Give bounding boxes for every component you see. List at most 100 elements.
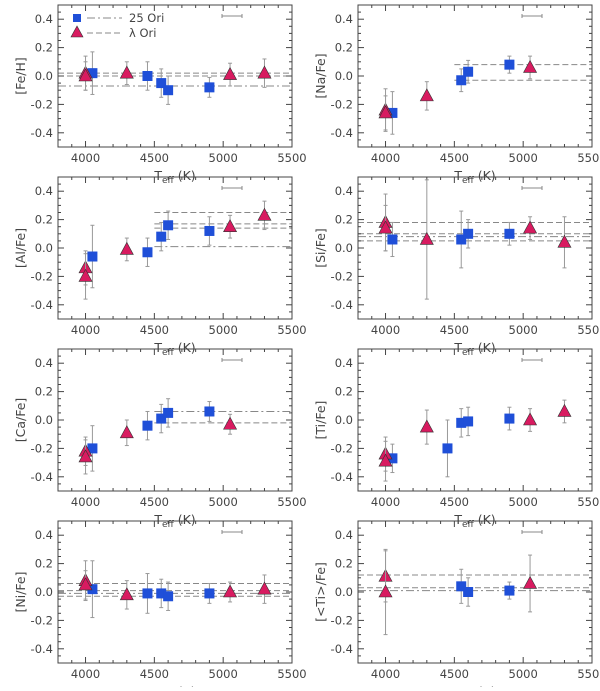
panel-al-fe-xtick-label: 5500 bbox=[277, 323, 306, 337]
panel-ca-fe-lambda-point-2 bbox=[119, 425, 134, 439]
panel-ca-fe-ytick-label: -0.2 bbox=[31, 441, 53, 455]
panel-ti-fe-ytick-label: 0.0 bbox=[335, 413, 353, 427]
panel-na-fe-ytick-label: -0.2 bbox=[331, 97, 353, 111]
panel-ni-fe-ytick-label: -0.2 bbox=[31, 613, 53, 627]
panel-fe-h-ytick-label: 0.4 bbox=[35, 12, 53, 26]
panel-fe-h-ytick-label: 0.2 bbox=[35, 41, 53, 55]
panel-fe-h-ori25-point-1 bbox=[142, 71, 153, 81]
panel-ti-fe-ytick-label: 0.2 bbox=[335, 557, 353, 571]
panel-ni-fe-ori25-point-3 bbox=[163, 591, 174, 602]
panel-na-fe-ori25-point-3 bbox=[504, 59, 515, 70]
panel-ti-fe-ori25-point-2 bbox=[456, 417, 467, 428]
panel-ti-fe-lambda-point-2 bbox=[523, 575, 538, 589]
panel-ca-fe-xlabel: Teff (K) bbox=[153, 512, 195, 530]
panel-ti-fe-xtick-label: 5500 bbox=[577, 495, 600, 509]
panel-na-fe-xtick-label: 4000 bbox=[371, 151, 400, 165]
panel-ni-fe-xtick-label: 5500 bbox=[277, 667, 306, 681]
panel-na-fe-ytick-label: 0.2 bbox=[335, 41, 353, 55]
panel-ti-fe-ori25-point-1 bbox=[463, 587, 474, 597]
panel-ni-fe-xtick-label: 4500 bbox=[140, 667, 169, 681]
panel-ca-fe: 4000 4500 5000 5500 -0.4 -0.2 0.0 0.2 0.4 Teff (K… bbox=[13, 348, 307, 530]
panel-ti-fe-xtick-label: 4500 bbox=[440, 667, 469, 681]
panel-ni-fe-ytick-label: 0.4 bbox=[35, 528, 53, 542]
panel-fe-h-xtick-label: 5500 bbox=[277, 151, 306, 165]
panel-na-fe: 4000 4500 5000 5500 -0.4 -0.2 0.0 0.2 0.4 Teff (K… bbox=[313, 4, 600, 186]
panel-ca-fe-ori25-point-4 bbox=[204, 406, 215, 417]
panel-si-fe-ori25-point-0 bbox=[387, 234, 398, 245]
panel-ti-fe-ytick-label: -0.4 bbox=[331, 642, 353, 656]
panel-ca-fe-lambda-point-1 bbox=[78, 449, 93, 463]
panel-ti-fe-lambda-point-2 bbox=[419, 419, 434, 433]
panel-ti-fe-ylabel: [Ti/Fe] bbox=[313, 401, 328, 440]
panel-ti-fe-ori25-point-0 bbox=[387, 453, 398, 464]
panel-ca-fe-xtick-label: 4000 bbox=[71, 495, 100, 509]
panel-si-fe-ytick-label: 0.0 bbox=[335, 241, 353, 255]
panel-fe-h-ylabel: [Fe/H] bbox=[13, 57, 28, 95]
panel-na-fe-lambda-point-2 bbox=[419, 88, 434, 102]
panel-al-fe-ori25-point-4 bbox=[204, 225, 215, 236]
panel-ni-fe-ori25-point-0 bbox=[87, 584, 98, 595]
panel-si-fe-xtick-label: 5500 bbox=[577, 323, 600, 337]
panel-al-fe-xlabel: Teff (K) bbox=[153, 340, 195, 358]
panel-na-fe-ytick-label: 0.4 bbox=[335, 12, 353, 26]
legend-lambda-marker bbox=[70, 25, 84, 38]
panel-fe-h-ori25-point-4 bbox=[204, 82, 215, 93]
panel-al-fe-ylabel: [Al/Fe] bbox=[13, 228, 28, 268]
panel-fe-h-xtick-label: 4000 bbox=[71, 151, 100, 165]
panel-ca-fe-xtick-label: 4500 bbox=[140, 495, 169, 509]
panel-ni-fe-ori25-point-4 bbox=[204, 588, 215, 599]
panel-al-fe-xtick-label: 4500 bbox=[140, 323, 169, 337]
panel-si-fe-lambda-point-4 bbox=[557, 234, 572, 248]
panel-si-fe-lambda-point-1 bbox=[378, 220, 393, 234]
panel-ti-fe-xtick-label: 4500 bbox=[440, 495, 469, 509]
panel-fe-h-lambda-point-2 bbox=[119, 65, 134, 79]
panel-si-fe-xtick-label: 4500 bbox=[440, 323, 469, 337]
panel-fe-h-xtick-label: 5000 bbox=[209, 151, 238, 165]
panel-ti-fe-ylabel: [<Ti>/Fe] bbox=[313, 562, 328, 622]
panel-ni-fe-ytick-label: 0.2 bbox=[35, 557, 53, 571]
panel-ca-fe-ori25-point-3 bbox=[163, 407, 174, 418]
panel-si-fe: 4000 4500 5000 5500 -0.4 -0.2 0.0 0.2 0.4 Teff (K… bbox=[313, 176, 600, 358]
panel-si-fe-xtick-label: 4000 bbox=[371, 323, 400, 337]
panel-al-fe-xtick-label: 4000 bbox=[71, 323, 100, 337]
panel-ni-fe-lambda-point-1 bbox=[78, 577, 93, 591]
panel-ni-fe-ori25-point-2 bbox=[156, 588, 167, 599]
panel-si-fe-ori25-point-3 bbox=[504, 228, 515, 239]
panel-na-fe-lambda-point-1 bbox=[378, 105, 393, 119]
panel-ca-fe-lambda-point-3 bbox=[223, 416, 238, 430]
panel-al-fe-ori25-point-2 bbox=[156, 231, 167, 242]
panel-ni-fe-ytick-label: 0.0 bbox=[35, 585, 53, 599]
panel-ti-fe-xtick-label: 4000 bbox=[371, 667, 400, 681]
panel-fe-h-ori25-point-2 bbox=[156, 78, 167, 89]
panel-fe-h-lambda-point-3 bbox=[223, 66, 238, 80]
panel-ca-fe-frame bbox=[57, 348, 293, 492]
panel-al-fe-lambda-point-3 bbox=[223, 219, 238, 232]
panel-si-fe-ytick-label: 0.4 bbox=[335, 184, 353, 198]
panel-ti-fe-frame bbox=[357, 348, 593, 492]
panel-ni-fe-ylabel: [Ni/Fe] bbox=[13, 572, 28, 613]
panel-si-fe-ytick-label: -0.2 bbox=[331, 269, 353, 283]
panel-ti-fe-lambda-point-4 bbox=[557, 403, 572, 417]
panel-na-fe-ori25-point-0 bbox=[387, 107, 398, 118]
panel-ti-fe-ytick-label: -0.2 bbox=[331, 441, 353, 455]
panel-fe-h-ori25-point-0 bbox=[87, 68, 98, 79]
panel-si-fe-ylabel: [Si/Fe] bbox=[313, 228, 328, 268]
panel-si-fe-ytick-label: -0.4 bbox=[331, 298, 353, 312]
panel-ni-fe-lambda-point-2 bbox=[119, 587, 134, 601]
panel-al-fe-lambda-point-4 bbox=[257, 207, 272, 221]
panel-fe-h-lambda-point-4 bbox=[257, 65, 272, 79]
panel-ca-fe-ytick-label: -0.4 bbox=[31, 470, 53, 484]
panel-fe-h-lambda-point-1 bbox=[78, 68, 93, 82]
panel-si-fe-ytick-label: 0.2 bbox=[335, 213, 353, 227]
panel-al-fe: 4000 4500 5000 5500 -0.4 -0.2 0.0 0.2 0.4 Teff (K… bbox=[13, 176, 307, 358]
panel-fe-h-xtick-label: 4500 bbox=[140, 151, 169, 165]
panel-ti-fe-lambda-point-1 bbox=[378, 584, 393, 598]
panel-ni-fe-xtick-label: 5000 bbox=[209, 667, 238, 681]
panel-al-fe-ytick-label: 0.2 bbox=[35, 213, 53, 227]
panel-ni-fe-ori25-point-1 bbox=[142, 588, 153, 599]
panel-na-fe-ylabel: [Na/Fe] bbox=[313, 53, 328, 98]
panel-si-fe-xlabel: Teff (K) bbox=[453, 340, 495, 358]
